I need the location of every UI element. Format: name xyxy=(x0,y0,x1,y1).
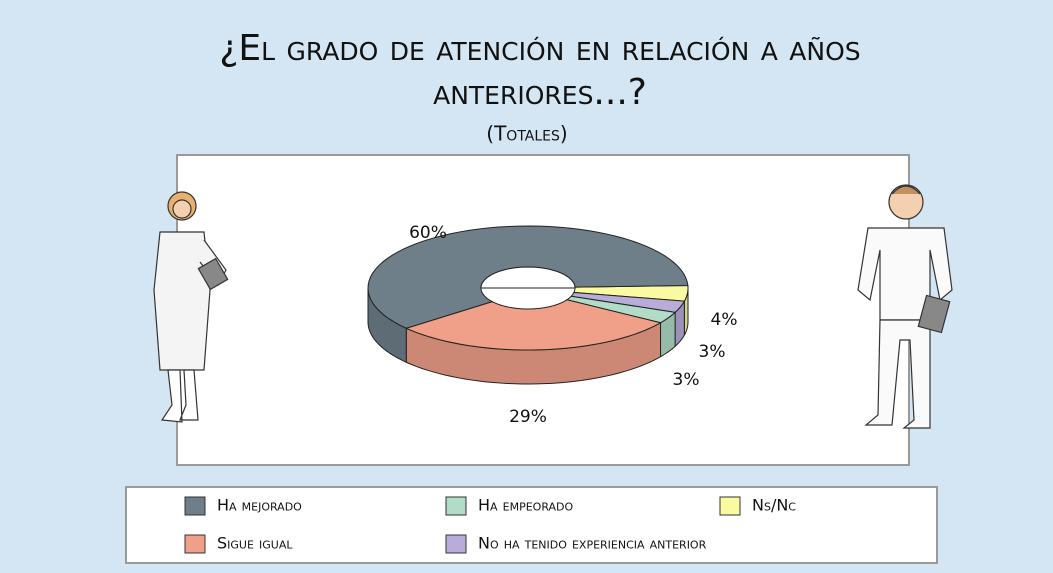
chart-title-line1: ¿El grado de atención en relación a años xyxy=(219,28,860,69)
pie: 4% 3% 3% 29% 60% xyxy=(367,223,738,427)
value-label: 4% xyxy=(711,310,738,330)
legend-swatch xyxy=(445,534,467,554)
legend-label: Sigue igual xyxy=(217,534,293,553)
value-label: 60% xyxy=(409,223,447,243)
chart-subtitle: (Totales) xyxy=(486,122,567,146)
value-label: 29% xyxy=(509,407,547,427)
legend-swatch xyxy=(184,496,206,516)
legend-label: Ha mejorado xyxy=(217,496,302,515)
legend-swatch xyxy=(184,534,206,554)
figure-woman xyxy=(153,191,229,423)
legend xyxy=(125,486,938,564)
chart-title-line2: anteriores...? xyxy=(433,72,647,113)
legend-swatch xyxy=(719,496,741,516)
figure-man xyxy=(857,184,953,429)
value-label: 3% xyxy=(673,370,700,390)
legend-label: No ha tenido experiencia anterior xyxy=(478,534,707,553)
legend-label: Ha empeorado xyxy=(478,496,574,515)
legend-label: Ns/Nc xyxy=(752,496,796,515)
legend-swatch xyxy=(445,496,467,516)
value-label: 3% xyxy=(699,342,726,362)
hole xyxy=(480,266,576,289)
